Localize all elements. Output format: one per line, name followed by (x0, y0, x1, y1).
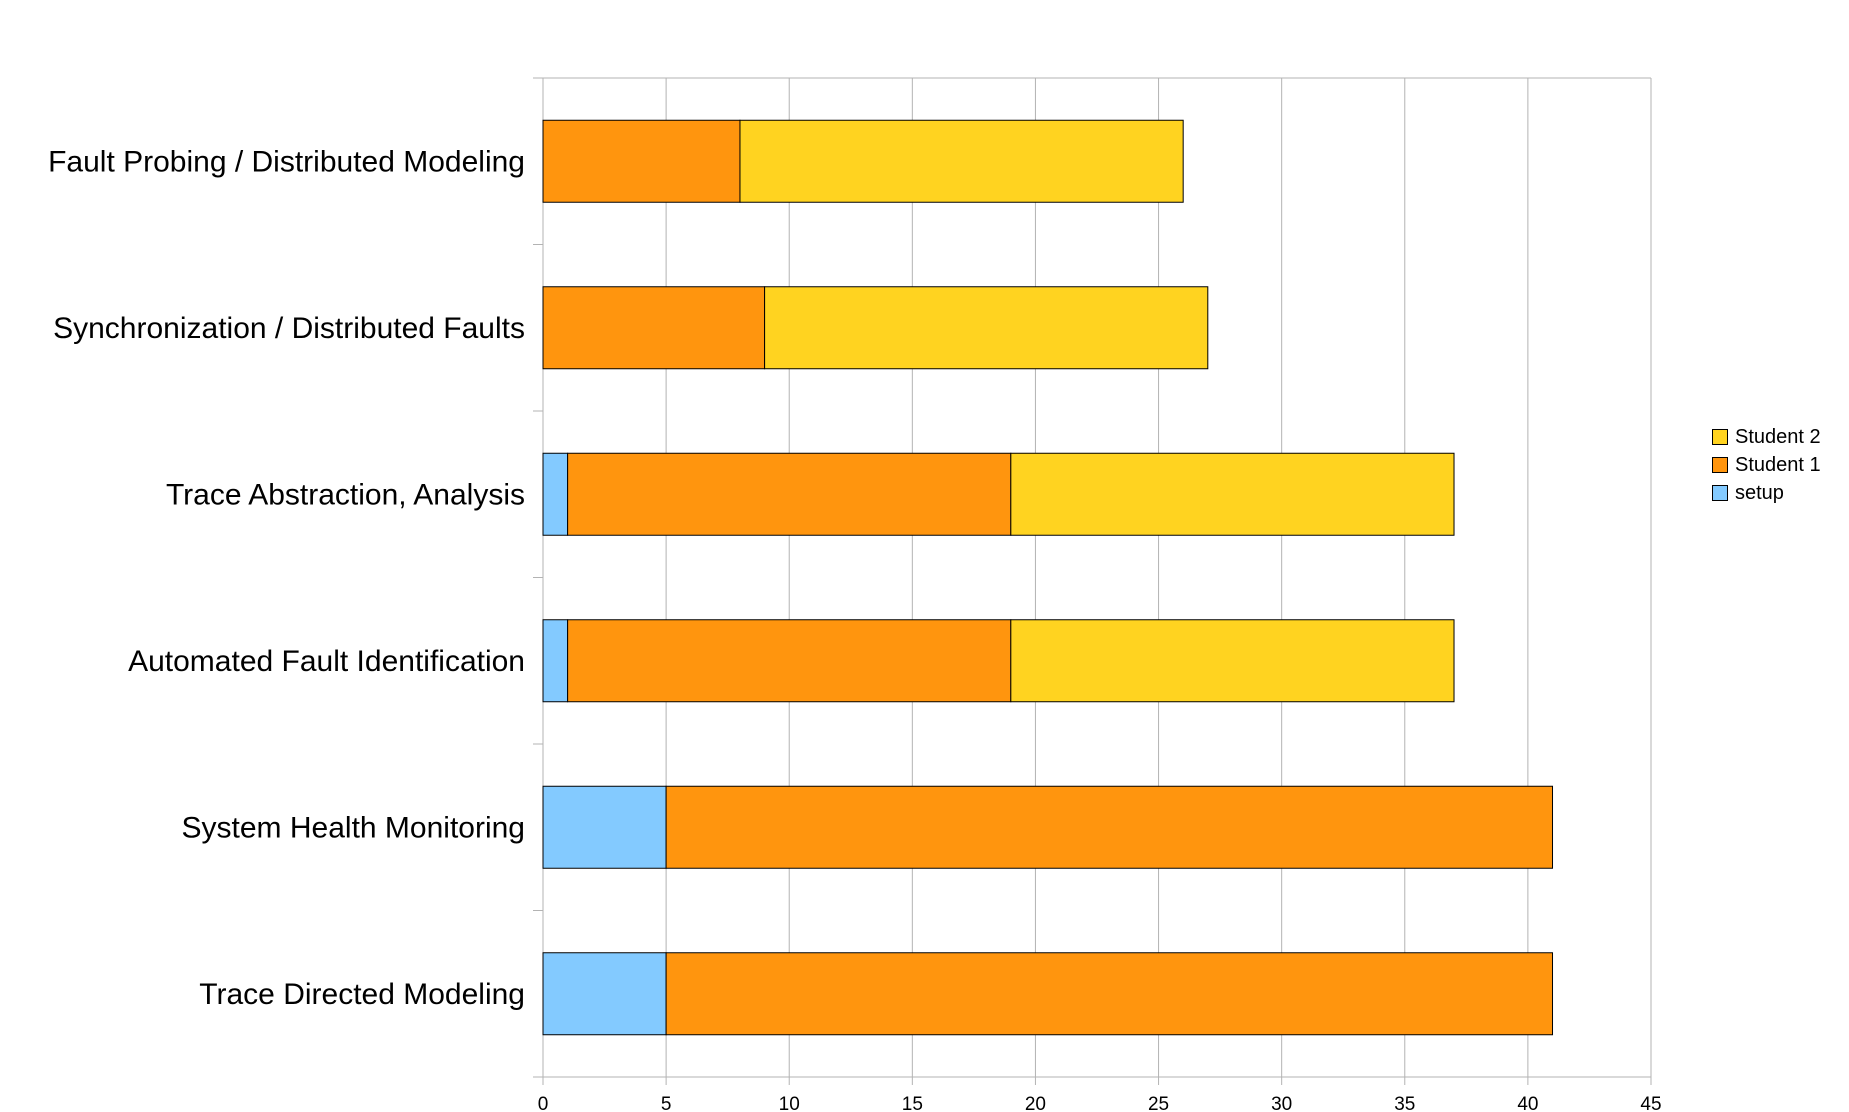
legend-item-setup: setup (1712, 479, 1842, 507)
category-label-trace-directed-modeling: Trace Directed Modeling (199, 978, 525, 1011)
bar-student-1-trace-abstraction-analysis (567, 452, 1012, 536)
category-label-trace-abstraction-analysis: Trace Abstraction, Analysis (166, 478, 525, 511)
legend-swatch-student-1 (1712, 457, 1728, 473)
x-tick-label-0: 0 (538, 1094, 549, 1112)
legend-label-student-1: Student 1 (1735, 453, 1821, 476)
category-label-fault-probing-distributed-modeling: Fault Probing / Distributed Modeling (48, 145, 525, 178)
bar-student-1-system-health-monitoring (665, 785, 1554, 869)
bar-setup-trace-abstraction-analysis (542, 452, 569, 536)
bar-student-1-automated-fault-identification (567, 619, 1012, 703)
chart-legend: Student 2 Student 1 setup (1712, 423, 1842, 507)
x-tick-label-25: 25 (1148, 1094, 1169, 1112)
legend-item-student-2: Student 2 (1712, 423, 1842, 451)
bar-setup-trace-directed-modeling (542, 952, 667, 1036)
bar-student-2-trace-abstraction-analysis (1010, 452, 1455, 536)
bar-student-2-fault-probing-distributed-modeling (739, 119, 1184, 203)
legend-label-student-2: Student 2 (1735, 425, 1821, 448)
bar-student-1-trace-directed-modeling (665, 952, 1554, 1036)
x-tick-label-35: 35 (1394, 1094, 1415, 1112)
bar-setup-automated-fault-identification (542, 619, 569, 703)
category-label-system-health-monitoring: System Health Monitoring (182, 811, 525, 844)
category-label-synchronization-distributed-faults: Synchronization / Distributed Faults (53, 312, 525, 345)
legend-item-student-1: Student 1 (1712, 451, 1842, 479)
x-tick-label-45: 45 (1640, 1094, 1661, 1112)
bar-student-1-synchronization-distributed-faults (542, 286, 766, 370)
bar-student-2-automated-fault-identification (1010, 619, 1455, 703)
x-tick-label-40: 40 (1517, 1094, 1538, 1112)
x-tick-label-5: 5 (661, 1094, 672, 1112)
legend-swatch-student-2 (1712, 429, 1728, 445)
legend-swatch-setup (1712, 485, 1728, 501)
x-tick-label-20: 20 (1025, 1094, 1046, 1112)
x-tick-label-10: 10 (779, 1094, 800, 1112)
category-label-automated-fault-identification: Automated Fault Identification (128, 645, 525, 678)
bar-student-1-fault-probing-distributed-modeling (542, 119, 741, 203)
x-tick-label-15: 15 (902, 1094, 923, 1112)
legend-label-setup: setup (1735, 481, 1784, 504)
bar-setup-system-health-monitoring (542, 785, 667, 869)
x-tick-label-30: 30 (1271, 1094, 1292, 1112)
bar-student-2-synchronization-distributed-faults (764, 286, 1209, 370)
